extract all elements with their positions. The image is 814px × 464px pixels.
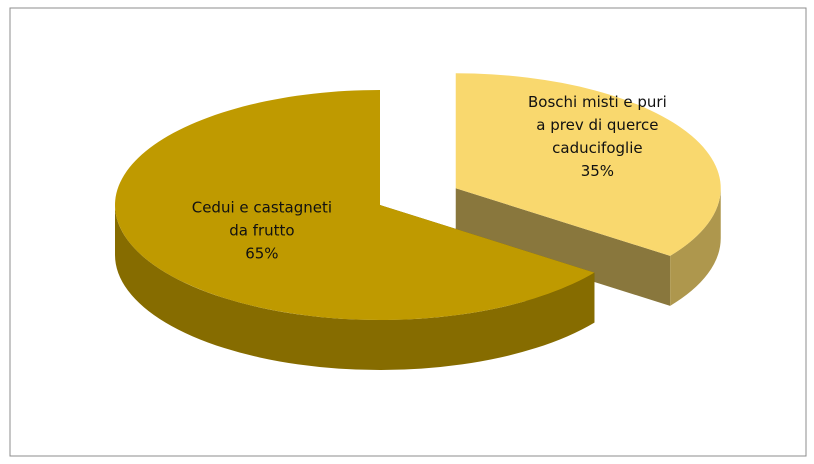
value-label: 35% xyxy=(580,161,615,180)
slice xyxy=(455,73,721,256)
data-label: Cedui e castagneti da frutto 65% xyxy=(187,197,337,266)
slice-wall xyxy=(114,205,595,371)
value-label: 65% xyxy=(245,244,279,263)
category-label: Cedui e castagneti da frutto xyxy=(191,198,333,240)
slice-wall xyxy=(670,188,721,306)
category-label: Boschi misti e puri a prev di querce cad… xyxy=(528,92,667,157)
data-label: Boschi misti e puri a prev di querce cad… xyxy=(522,91,672,183)
slice-side xyxy=(455,188,671,306)
slice xyxy=(115,90,595,321)
